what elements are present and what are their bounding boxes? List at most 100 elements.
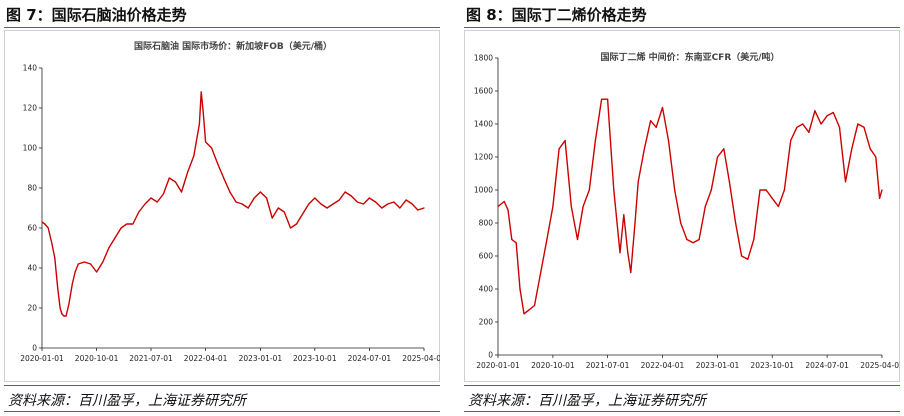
data-point — [613, 189, 615, 191]
data-point — [728, 181, 730, 183]
data-point — [607, 98, 609, 100]
data-point — [879, 197, 881, 199]
x-tick-label: 2024-07-01 — [348, 354, 392, 363]
x-tick-label: 2023-10-01 — [750, 361, 794, 370]
data-point — [519, 288, 521, 290]
data-point — [308, 203, 310, 205]
price-series-line — [41, 91, 425, 317]
figure-8-title: 图 8：国际丁二烯价格走势 — [466, 6, 647, 24]
data-point — [68, 303, 70, 305]
data-point — [527, 309, 529, 311]
data-point — [637, 181, 639, 183]
data-point — [266, 197, 268, 199]
data-point — [96, 271, 98, 273]
x-tick-label: 2022-04-01 — [184, 354, 228, 363]
y-tick-label: 400 — [479, 285, 494, 294]
data-point — [515, 242, 517, 244]
data-point — [47, 227, 49, 229]
data-point — [198, 123, 200, 125]
data-point — [511, 238, 513, 241]
data-point — [368, 197, 370, 199]
data-point — [417, 209, 419, 211]
data-point — [77, 263, 79, 265]
data-point — [71, 283, 73, 285]
data-point — [552, 205, 554, 208]
x-tick-label: 2025-04-01 — [402, 354, 440, 363]
data-point — [802, 123, 804, 125]
data-point — [180, 191, 183, 193]
data-point — [393, 201, 395, 203]
data-point — [686, 238, 688, 241]
data-point — [650, 120, 652, 122]
data-point — [54, 257, 56, 259]
figure-7-plot-frame — [4, 30, 440, 382]
data-point — [350, 195, 352, 197]
data-point — [875, 156, 877, 158]
y-tick-label: 0 — [32, 344, 37, 353]
data-point — [747, 258, 749, 260]
data-point — [187, 171, 189, 173]
data-point — [356, 201, 358, 203]
y-tick-label: 1400 — [474, 120, 493, 129]
data-point — [643, 148, 645, 150]
x-tick-label: 2022-04-01 — [641, 361, 685, 370]
data-point — [41, 221, 43, 223]
data-point — [771, 197, 773, 199]
butadiene-price-chart: 国际丁二烯 中间价：东南亚CFR（美元/吨） 0 200 400 600 800 1000 1… — [474, 51, 900, 370]
data-point — [503, 200, 505, 203]
data-point — [619, 252, 621, 254]
data-point — [820, 123, 822, 125]
x-tick-label: 2023-01-01 — [239, 354, 283, 363]
data-point — [844, 181, 847, 183]
data-point — [277, 207, 279, 209]
data-point — [627, 252, 629, 254]
data-point — [863, 126, 865, 128]
data-point — [229, 191, 231, 193]
data-point — [869, 148, 871, 150]
data-point — [680, 222, 682, 224]
data-point — [710, 189, 712, 191]
data-point — [704, 205, 706, 208]
data-point — [235, 201, 237, 203]
data-point — [857, 123, 859, 125]
data-point — [150, 197, 152, 199]
figure-8-panel: 图 8：国际丁二烯价格走势 国际丁二烯 中间价：东南亚CFR（美元/吨） 0 200… — [464, 0, 904, 416]
data-point — [144, 203, 146, 205]
figure-8-source: 资料来源：百川盈孚，上海证券研究所 — [468, 393, 706, 409]
data-point — [765, 189, 767, 191]
y-tick-label: 40 — [27, 264, 37, 273]
y-tick-label: 800 — [479, 219, 494, 228]
data-point — [814, 110, 816, 112]
data-point — [217, 163, 219, 165]
data-point — [120, 227, 122, 229]
data-point — [247, 207, 249, 209]
data-point — [83, 261, 85, 263]
data-point — [661, 106, 664, 109]
data-point — [375, 201, 377, 203]
data-point — [630, 271, 632, 274]
data-point — [211, 147, 213, 149]
data-point — [674, 189, 676, 191]
data-point — [716, 156, 719, 158]
data-point — [57, 287, 59, 289]
data-point — [168, 177, 170, 179]
y-tick-label: 1600 — [474, 87, 493, 96]
data-point — [202, 111, 204, 113]
x-tick-label: 2020-10-01 — [75, 354, 119, 363]
figure-7-source: 资料来源：百川盈孚，上海证券研究所 — [8, 393, 246, 409]
data-point — [790, 139, 792, 142]
data-point — [320, 203, 322, 205]
data-point — [623, 214, 625, 216]
data-point — [90, 263, 92, 265]
figure-7-bottom-rule — [4, 385, 440, 386]
data-point — [507, 209, 509, 211]
data-point — [582, 205, 584, 208]
data-point — [259, 191, 261, 193]
data-point — [808, 131, 810, 133]
data-point — [108, 247, 110, 249]
data-point — [223, 177, 225, 179]
data-point — [63, 315, 65, 317]
figure-8-top-rule — [464, 27, 900, 28]
data-point — [332, 203, 334, 205]
x-tick-label: 2024-07-01 — [805, 361, 849, 370]
